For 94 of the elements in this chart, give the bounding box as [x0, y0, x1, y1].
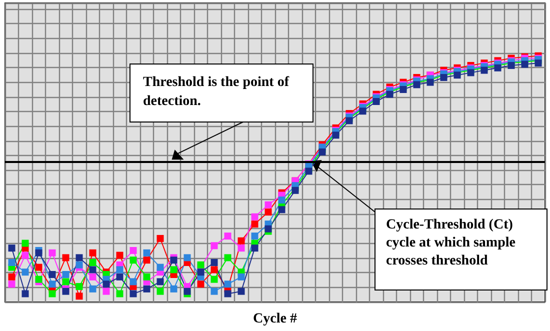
point: [102, 288, 110, 295]
point: [22, 290, 29, 298]
point: [76, 292, 83, 300]
point: [76, 283, 83, 290]
point: [48, 290, 56, 298]
point: [494, 64, 502, 72]
point: [534, 60, 542, 67]
point: [130, 278, 137, 286]
point: [238, 273, 245, 280]
point: [62, 278, 70, 286]
point: [89, 273, 96, 280]
point: [251, 232, 258, 240]
point: [197, 261, 204, 268]
point: [480, 66, 488, 74]
point: [426, 78, 434, 86]
point: [102, 280, 110, 288]
point: [400, 86, 407, 93]
point: [305, 168, 312, 175]
point: [8, 244, 16, 252]
point: [224, 254, 232, 262]
point: [210, 259, 218, 266]
x-axis-title: Cycle #: [253, 312, 297, 326]
point: [210, 266, 218, 274]
point: [197, 280, 204, 288]
point: [264, 225, 272, 232]
point: [386, 90, 394, 98]
point: [332, 132, 340, 139]
point: [143, 285, 150, 292]
point: [454, 72, 461, 79]
point: [48, 280, 56, 288]
point: [251, 244, 258, 252]
point: [210, 242, 218, 250]
point: [89, 266, 96, 274]
point: [130, 256, 137, 264]
point: [184, 254, 191, 262]
point: [116, 266, 124, 274]
point: [8, 259, 16, 266]
point: [76, 254, 83, 262]
point: [264, 208, 272, 216]
point: [35, 276, 42, 283]
point: [251, 213, 258, 220]
point: [238, 237, 245, 244]
annotation: Threshold is the point of detection.: [143, 75, 292, 109]
point: [48, 249, 56, 256]
point: [143, 256, 150, 264]
point: [22, 252, 29, 259]
point: [197, 268, 204, 276]
point: [156, 264, 164, 271]
point: [359, 108, 366, 115]
point: [89, 259, 96, 266]
point: [35, 249, 42, 256]
point: [62, 288, 70, 295]
point: [35, 264, 42, 271]
point: [22, 240, 29, 247]
point: [8, 280, 16, 288]
point: [238, 244, 245, 252]
point: [48, 271, 56, 278]
point: [467, 69, 474, 76]
point: [210, 276, 218, 283]
point: [224, 232, 232, 240]
annotation: Cycle-Threshold (Ct) cycle at which sample crosses threshold: [386, 218, 519, 268]
point: [278, 196, 286, 204]
point: [76, 261, 83, 268]
point: [116, 290, 124, 298]
point: [89, 249, 96, 256]
point: [62, 271, 70, 278]
point: [156, 234, 164, 242]
point: [156, 278, 164, 286]
point: [130, 246, 137, 254]
point: [238, 288, 245, 295]
point: [116, 252, 124, 259]
point: [224, 290, 232, 298]
point: [170, 266, 178, 274]
point: [130, 290, 137, 298]
point: [372, 98, 380, 106]
point: [413, 81, 420, 88]
point: [346, 117, 353, 124]
point: [224, 280, 232, 288]
point: [184, 288, 191, 295]
point: [251, 220, 258, 228]
point: [170, 256, 178, 264]
point: [521, 60, 528, 68]
point: [62, 254, 70, 262]
point: [8, 273, 16, 280]
point: [22, 268, 29, 276]
point: [170, 285, 178, 292]
point: [278, 206, 286, 214]
point: [210, 288, 218, 295]
point: [143, 273, 150, 280]
point: [116, 273, 124, 280]
point: [156, 288, 164, 295]
point: [89, 285, 96, 292]
point: [143, 249, 150, 256]
point: [264, 201, 272, 208]
